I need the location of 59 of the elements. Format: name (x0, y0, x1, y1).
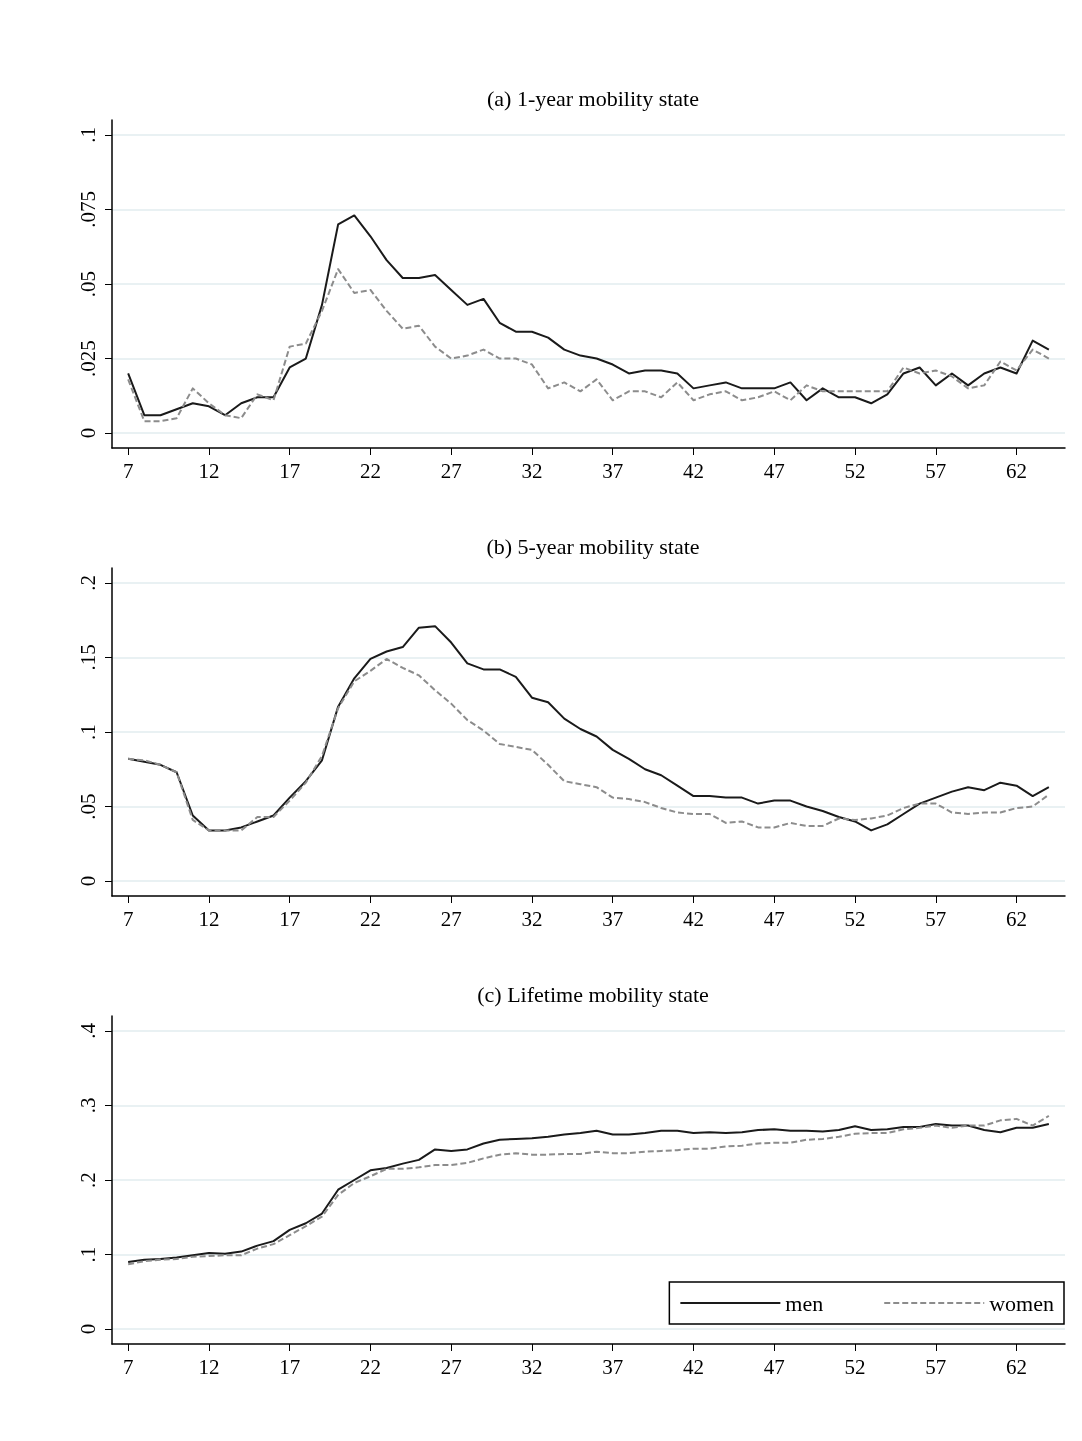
x-tick-label: 37 (602, 906, 624, 931)
chart-title: (b) 5-year mobility state (486, 533, 700, 559)
x-tick-label: 12 (198, 906, 220, 931)
y-tick-label: .075 (75, 191, 100, 228)
x-tick-label: 22 (359, 458, 381, 483)
x-tick-label: 27 (440, 906, 462, 931)
x-tick-label: 47 (763, 1354, 785, 1379)
y-tick-label: 0 (75, 1323, 100, 1335)
x-tick-label: 7 (122, 1354, 134, 1379)
legend-label: women (989, 1290, 1054, 1316)
y-tick-label: .15 (75, 644, 100, 671)
x-tick-label: 62 (1006, 906, 1028, 931)
y-tick-label: .05 (75, 793, 100, 820)
y-tick-label: .025 (75, 340, 100, 377)
x-tick-label: 57 (925, 906, 947, 931)
x-tick-label: 7 (122, 458, 134, 483)
line-series (127, 214, 1050, 417)
y-tick-label: .2 (75, 1172, 100, 1188)
x-tick-label: 52 (844, 906, 866, 931)
x-tick-label: 17 (279, 1354, 301, 1379)
line-series (127, 268, 1050, 423)
x-tick-label: 22 (359, 906, 381, 931)
x-tick-label: 42 (682, 1354, 704, 1379)
x-tick-label: 37 (602, 1354, 624, 1379)
chart-title: (c) Lifetime mobility state (477, 981, 709, 1007)
chart-title: (a) 1-year mobility state (487, 85, 699, 111)
line-series (127, 657, 1050, 832)
x-tick-label: 47 (763, 458, 785, 483)
y-tick-label: .2 (75, 575, 100, 591)
x-tick-label: 32 (521, 1354, 543, 1379)
x-tick-label: 52 (844, 458, 866, 483)
y-tick-label: .1 (75, 724, 100, 740)
legend-label: men (785, 1290, 824, 1316)
x-tick-label: 42 (682, 458, 704, 483)
x-tick-label: 22 (359, 1354, 381, 1379)
x-tick-label: 7 (122, 906, 134, 931)
x-tick-label: 27 (440, 458, 462, 483)
x-tick-label: 62 (1006, 1354, 1028, 1379)
x-tick-label: 17 (279, 458, 301, 483)
x-tick-label: 47 (763, 906, 785, 931)
y-tick-label: .4 (75, 1022, 100, 1039)
x-tick-label: 27 (440, 1354, 462, 1379)
y-tick-label: .05 (75, 270, 100, 298)
x-tick-label: 32 (521, 458, 543, 483)
y-tick-label: 0 (75, 875, 100, 887)
y-tick-label: .1 (75, 127, 100, 143)
x-tick-label: 12 (198, 1354, 220, 1379)
x-tick-label: 42 (682, 906, 704, 931)
x-tick-label: 57 (925, 1354, 947, 1379)
x-tick-label: 62 (1006, 458, 1028, 483)
y-tick-label: 0 (75, 427, 100, 439)
x-tick-label: 37 (602, 458, 624, 483)
y-tick-label: .3 (75, 1097, 100, 1114)
y-tick-label: .1 (75, 1246, 100, 1263)
x-tick-label: 52 (844, 1354, 866, 1379)
x-tick-label: 57 (925, 458, 947, 483)
x-tick-label: 17 (279, 906, 301, 931)
x-tick-label: 12 (198, 458, 220, 483)
x-tick-label: 32 (521, 906, 543, 931)
